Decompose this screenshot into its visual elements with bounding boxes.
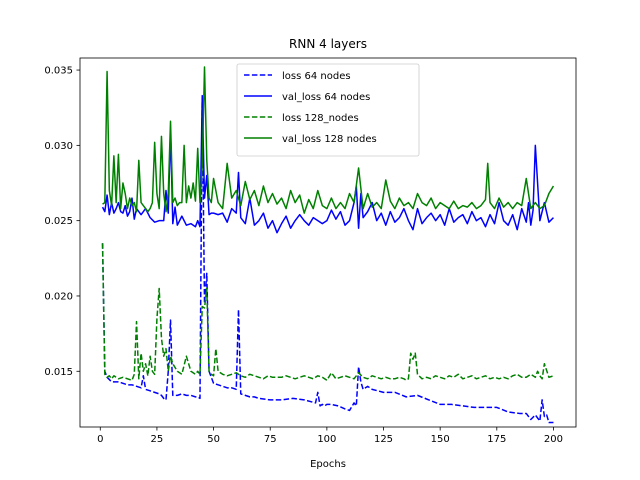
- legend-label: val_loss 128 nodes: [282, 134, 377, 145]
- x-tick-label: 75: [264, 434, 277, 445]
- legend: loss 64 nodes val_loss 64 nodes loss 128_n…: [236, 63, 420, 157]
- x-tick-label: 0: [97, 434, 103, 445]
- y-tick-label: 0.020: [44, 291, 73, 302]
- legend-label: loss 64 nodes: [282, 71, 351, 82]
- x-tick-label: 200: [544, 434, 563, 445]
- chart-title: RNN 4 layers: [289, 37, 367, 51]
- x-tick-label: 50: [207, 434, 220, 445]
- x-tick-label: 150: [431, 434, 450, 445]
- series-line-3: [101, 243, 554, 382]
- y-tick-label: 0.030: [44, 141, 73, 152]
- x-tick-label: 175: [487, 434, 506, 445]
- x-tick-label: 25: [151, 434, 164, 445]
- x-tick-label: 100: [317, 434, 336, 445]
- y-tick-label: 0.035: [44, 66, 73, 77]
- y-tick-label: 0.015: [44, 367, 73, 378]
- legend-box: [236, 63, 420, 157]
- series-line-2: [101, 96, 554, 234]
- series-line-4: [102, 66, 555, 214]
- x-axis-title: Epochs: [310, 459, 346, 470]
- y-axis: 0.015 0.020 0.025 0.030 0.035: [44, 66, 80, 378]
- plot-frame: [79, 57, 577, 428]
- x-axis: 0 25 50 75 100 125 150 175 200: [97, 427, 563, 445]
- y-tick-label: 0.025: [44, 216, 73, 227]
- legend-label: val_loss 64 nodes: [282, 92, 370, 103]
- x-tick-label: 125: [374, 434, 393, 445]
- legend-label: loss 128_nodes: [282, 113, 359, 124]
- plot-content: [101, 66, 555, 424]
- series-line-1: [101, 94, 554, 424]
